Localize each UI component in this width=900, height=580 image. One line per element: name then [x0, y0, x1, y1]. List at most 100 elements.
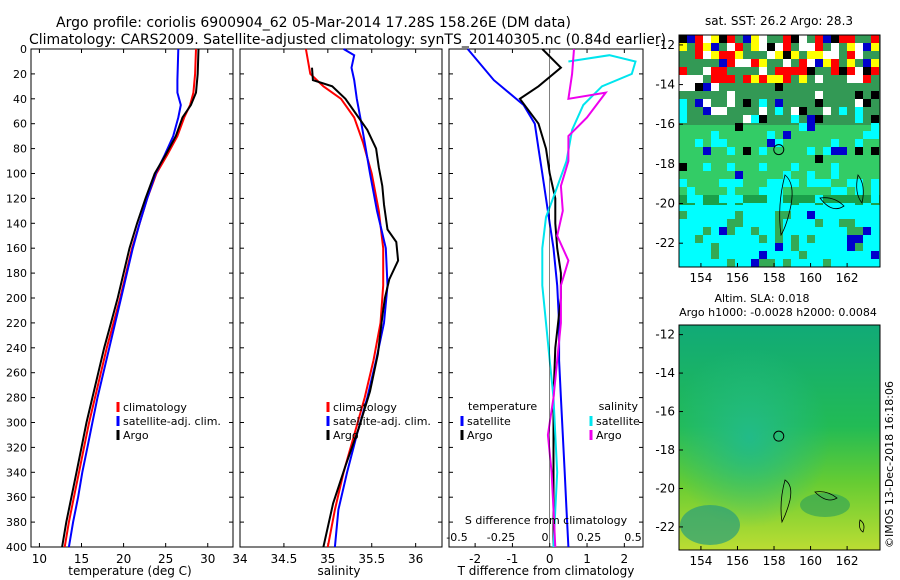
sst-pixel [727, 219, 735, 227]
sst-pixel [847, 227, 855, 235]
sst-pixel [823, 147, 831, 155]
title-line-1: Argo profile: coriolis 6900904_62 05-Mar… [56, 15, 571, 31]
map-lat-label: -22 [655, 236, 675, 250]
sst-pixel [759, 115, 767, 123]
sst-pixel [791, 235, 799, 243]
temperature-legend-title: temperature [468, 400, 537, 413]
legend-label: climatology [123, 401, 187, 414]
sst-pixel [799, 43, 807, 51]
sst-pixel [743, 147, 751, 155]
sla-map: 154 156 158 160 162 -12 -14 -16 -18 -20 -22 [655, 324, 881, 568]
sst-pixel [759, 35, 767, 43]
sst-pixel [727, 91, 735, 99]
sst-pixel [735, 123, 743, 131]
sst-pixel [815, 35, 823, 43]
sst-pixel [775, 51, 783, 59]
sst-pixel [815, 155, 823, 163]
sst-pixel [711, 67, 719, 75]
sst-pixel [791, 51, 799, 59]
sst-pixel [871, 251, 879, 259]
sst-pixel-layer [679, 35, 879, 267]
sst-pixel [871, 35, 879, 43]
sst-pixel [839, 147, 847, 155]
sst-pixel [871, 147, 879, 155]
sst-pixel [711, 251, 719, 259]
sst-pixel [783, 211, 791, 219]
sst-pixel [727, 187, 735, 195]
sst-pixel [799, 35, 807, 43]
map-lon-label: 154 [689, 271, 712, 285]
sst-pixel [775, 139, 783, 147]
sst-pixel [863, 131, 871, 139]
sst-pixel [767, 139, 775, 147]
sst-pixel [759, 107, 767, 115]
depth-tick-label: 380 [6, 516, 27, 529]
sst-pixel [783, 171, 791, 179]
sst-pixel [847, 51, 855, 59]
salinity-xtick-label: 35.5 [358, 552, 385, 566]
map-lon-label: 154 [689, 554, 712, 568]
sst-pixel [847, 67, 855, 75]
sst-island-3 [856, 174, 864, 204]
temperature-legend-label: satellite [467, 415, 511, 428]
sst-pixel [687, 75, 695, 83]
sst-pixel [767, 187, 775, 195]
sst-pixel [807, 179, 815, 187]
difference-plot: -2 -1 0 1 2 -0.5 -0.25 0 0.25 0.5 temperature salin… [446, 48, 644, 566]
map-lon-label: 162 [836, 271, 859, 285]
sst-pixel [807, 43, 815, 51]
sst-pixel [823, 59, 831, 67]
sst-pixel [767, 51, 775, 59]
salinity-diff-tick-label: 0.5 [624, 531, 642, 544]
sst-pixel [855, 187, 863, 195]
sst-pixel [727, 163, 735, 171]
sst-map: 154 156 158 160 162 -12 -14 -16 -18 -20 -22 [655, 34, 881, 285]
map-lat-label: -18 [655, 157, 675, 171]
sst-pixel [815, 59, 823, 67]
sst-pixel [751, 35, 759, 43]
sst-pixel [831, 51, 839, 59]
map-lat-label: -12 [655, 38, 675, 52]
sst-pixel [679, 115, 687, 123]
difference-xlabel: T difference from climatology [457, 564, 635, 578]
sst-pixel [791, 107, 799, 115]
sst-pixel [783, 75, 791, 83]
sst-pixel [871, 179, 879, 187]
sst-pixel [823, 35, 831, 43]
difference-s-label: S difference from climatology [465, 514, 628, 527]
sst-pixel [679, 179, 687, 187]
sst-pixel [767, 75, 775, 83]
difference-series-s-argo [546, 48, 608, 548]
sst-pixel [855, 147, 863, 155]
sst-pixel [743, 35, 751, 43]
sst-pixel [751, 75, 759, 83]
sst-pixel [815, 219, 823, 227]
map-lat-label: -14 [655, 78, 675, 92]
temperature-xtick-label: 10 [32, 552, 47, 566]
sst-pixel [695, 235, 703, 243]
sst-pixel [855, 243, 863, 251]
sst-pixel [815, 51, 823, 59]
sst-pixel [703, 163, 711, 171]
sst-pixel [839, 35, 847, 43]
map-lon-label: 160 [799, 554, 822, 568]
sst-pixel [831, 147, 839, 155]
map-lon-label: 160 [799, 271, 822, 285]
salinity-plot: 34 34.5 35 35.5 36 climatologysatellite-adj. … [232, 48, 443, 566]
depth-tick-label: 260 [6, 367, 27, 380]
map-lat-label: -18 [655, 443, 675, 457]
salinity-legend-title: salinity [599, 400, 639, 413]
sst-pixel [727, 75, 735, 83]
depth-tick-label: 320 [6, 441, 27, 454]
sst-pixel [799, 123, 807, 131]
difference-panel: -2 -1 0 1 2 -0.5 -0.25 0 0.25 0.5 temperature salin… [446, 48, 644, 578]
sst-pixel [775, 187, 783, 195]
sst-pixel [807, 147, 815, 155]
sst-pixel [703, 147, 711, 155]
depth-tick-label: 80 [13, 143, 27, 156]
sst-pixel [735, 171, 743, 179]
depth-tick-label: 360 [6, 491, 27, 504]
sst-pixel [703, 67, 711, 75]
sst-pixel [783, 43, 791, 51]
sst-pixel [751, 115, 759, 123]
